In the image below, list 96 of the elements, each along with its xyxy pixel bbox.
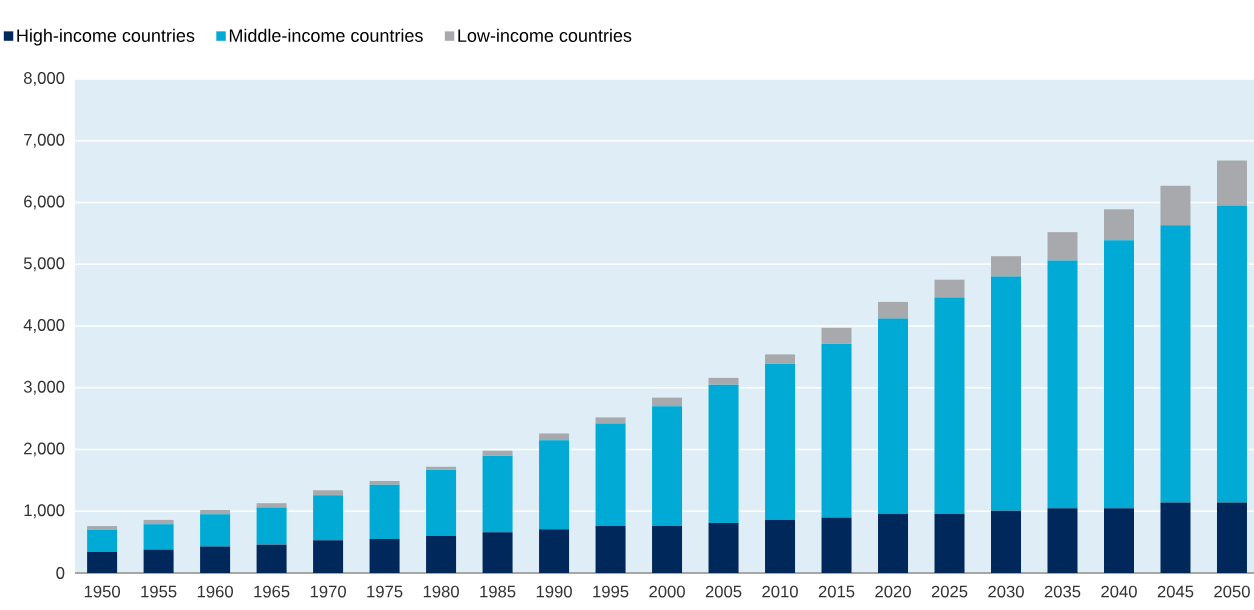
y-tick-label: 2,000: [24, 442, 65, 457]
bar: [256, 507, 287, 545]
bar: [1103, 240, 1134, 509]
bar: [934, 297, 965, 514]
bar: [1047, 260, 1078, 509]
bar: [934, 279, 965, 298]
x-tick-label: 1980: [423, 585, 459, 598]
x-tick-label: 2030: [988, 585, 1024, 598]
x-tick-label: 1985: [480, 585, 516, 598]
bar: [539, 433, 570, 441]
bar: [652, 526, 683, 573]
y-tick-label: 6,000: [24, 195, 65, 210]
bar: [821, 327, 852, 344]
x-tick-label: 1960: [197, 585, 233, 598]
x-tick-label: 1965: [254, 585, 290, 598]
bar: [87, 529, 118, 553]
bar: [1216, 205, 1247, 503]
bar: [482, 455, 513, 533]
bar: [482, 450, 513, 456]
bar: [934, 513, 965, 573]
bar: [878, 318, 909, 514]
x-tick-label: 2035: [1044, 585, 1081, 598]
bar: [821, 517, 852, 573]
bar: [878, 301, 909, 319]
legend-label: Middle-income countries: [229, 28, 423, 42]
bar: [991, 256, 1022, 277]
bar: [539, 440, 570, 530]
bar: [708, 377, 739, 385]
x-tick-label: 2050: [1214, 585, 1250, 598]
bar: [426, 466, 457, 470]
bar: [1103, 209, 1134, 241]
x-tick-label: 2025: [931, 585, 968, 598]
bar: [1216, 502, 1247, 573]
x-tick-label: 2010: [762, 585, 798, 598]
x-tick-label: 2005: [705, 585, 742, 598]
bar: [652, 406, 683, 527]
y-tick-label: 4,000: [23, 319, 65, 333]
bar: [595, 423, 626, 527]
bar: [482, 532, 513, 573]
bar: [1103, 508, 1134, 573]
bar: [991, 510, 1022, 573]
bar: [1047, 232, 1078, 261]
x-tick-label: 1995: [593, 585, 629, 598]
bar: [313, 490, 344, 496]
bar: [1047, 508, 1078, 573]
bar: [143, 519, 174, 525]
bar: [1160, 185, 1191, 226]
bar: [143, 524, 174, 550]
y-tick-label: 8,000: [23, 72, 65, 86]
bar: [426, 469, 457, 536]
x-tick-label: 1950: [84, 585, 120, 598]
x-tick-label: 1990: [536, 585, 572, 598]
bar: [821, 343, 852, 518]
x-tick-label: 1955: [141, 585, 177, 598]
bar: [313, 540, 344, 573]
x-tick-label: 2045: [1157, 585, 1194, 598]
bar: [369, 484, 400, 540]
x-tick-label: 2015: [818, 585, 855, 598]
bar: [426, 535, 457, 573]
bar: [708, 384, 739, 523]
bar: [878, 513, 909, 573]
bar: [200, 514, 231, 547]
y-tick-label: 1,000: [24, 504, 65, 519]
bar: [708, 522, 739, 573]
bar: [143, 549, 174, 573]
legend-label: High-income countries: [17, 28, 195, 46]
y-tick-label: 3,000: [23, 380, 65, 395]
bar: [991, 276, 1022, 511]
bar: [1160, 502, 1191, 573]
legend-label: Low-income countries: [458, 28, 632, 42]
bar: [539, 529, 570, 573]
bar: [313, 495, 344, 541]
bar: [369, 539, 400, 573]
bar: [595, 526, 626, 573]
bar: [87, 552, 118, 573]
bar: [595, 417, 626, 424]
bar: [369, 480, 400, 485]
y-tick-label: 5,000: [23, 257, 65, 272]
x-tick-label: 1970: [310, 585, 346, 598]
bar: [1216, 160, 1247, 206]
bar: [1160, 225, 1191, 503]
x-tick-label: 1975: [367, 585, 403, 598]
x-tick-label: 2020: [875, 585, 911, 598]
x-tick-label: 2040: [1101, 585, 1137, 598]
bar: [765, 354, 796, 364]
bar: [200, 510, 231, 515]
x-tick-label: 2000: [649, 585, 685, 598]
bar: [765, 363, 796, 520]
bar: [256, 503, 287, 508]
bar: [87, 526, 118, 530]
bar: [765, 519, 796, 573]
y-tick-label: 0: [56, 567, 65, 579]
bar: [200, 546, 231, 573]
bar: [256, 544, 287, 573]
y-tick-label: 7,000: [24, 133, 65, 148]
bar: [652, 397, 683, 407]
